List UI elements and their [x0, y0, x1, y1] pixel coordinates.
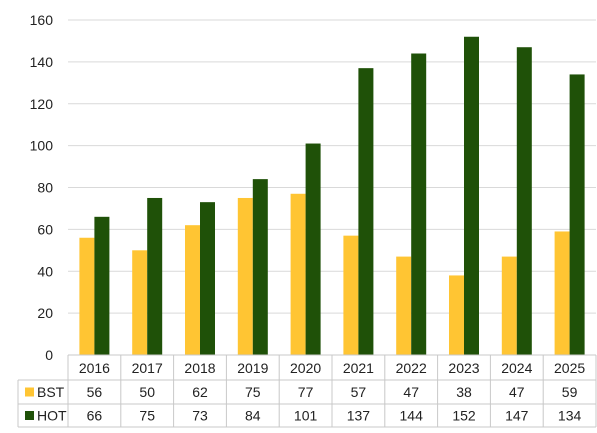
bar-hot-2023 — [464, 36, 479, 355]
legend-label-bst: BST — [37, 384, 65, 400]
bar-bst-2017 — [132, 250, 148, 355]
legend-label-hot: HOT — [37, 408, 67, 424]
bar-hot-2021 — [358, 68, 374, 355]
y-tick-label: 40 — [37, 263, 53, 279]
y-axis-ticks: 0 20 40 60 80 100 120 140 160 — [30, 12, 54, 363]
table-cell-bst: 57 — [351, 384, 367, 400]
table-cell-hot: 137 — [347, 408, 371, 424]
y-tick-label: 120 — [30, 96, 54, 112]
bar-bst-2021 — [343, 235, 359, 355]
table-cell-hot: 101 — [294, 408, 318, 424]
bar-hot-2016 — [94, 216, 110, 355]
bar-hot-2018 — [200, 202, 215, 355]
table-cell-hot: 144 — [400, 408, 424, 424]
table-cell-hot: 134 — [558, 408, 582, 424]
bar-bst-2022 — [396, 256, 412, 355]
bar-hot-2019 — [252, 179, 268, 355]
x-category-label: 2020 — [290, 360, 321, 376]
bar-bst-2018 — [185, 225, 200, 355]
bar-hot-2020 — [305, 143, 321, 355]
table-cell-bst: 75 — [245, 384, 261, 400]
x-category-label: 2018 — [184, 360, 215, 376]
y-tick-label: 140 — [30, 54, 54, 70]
table-cell-bst: 50 — [139, 384, 155, 400]
table-cell-bst: 77 — [298, 384, 314, 400]
table-cell-hot: 66 — [87, 408, 103, 424]
bar-bst-2016 — [79, 237, 95, 355]
x-category-label: 2021 — [343, 360, 374, 376]
bar-bst-2024 — [501, 256, 517, 355]
table-cell-hot: 152 — [452, 408, 476, 424]
table-cell-bst: 47 — [509, 384, 525, 400]
table-cell-hot: 73 — [192, 408, 208, 424]
table-cell-bst: 56 — [87, 384, 103, 400]
x-category-label: 2024 — [501, 360, 532, 376]
x-category-label: 2017 — [132, 360, 163, 376]
bars — [79, 36, 585, 355]
data-table: 2016 2017 2018 2019 2020 2021 2022 2023 2024 2025… — [17, 354, 597, 428]
table-cell-bst: 59 — [562, 384, 578, 400]
bar-bst-2020 — [290, 193, 306, 355]
x-category-label: 2023 — [448, 360, 479, 376]
table-cell-bst: 62 — [192, 384, 208, 400]
table-cell-bst: 47 — [403, 384, 419, 400]
legend-swatch-hot — [25, 411, 34, 420]
y-tick-label: 20 — [37, 305, 53, 321]
table-cell-hot: 147 — [505, 408, 529, 424]
table-cell-bst: 38 — [456, 384, 472, 400]
bar-bst-2025 — [554, 231, 570, 355]
bar-hot-2022 — [411, 53, 427, 355]
bar-hot-2025 — [569, 74, 585, 355]
table-cell-hot: 84 — [245, 408, 261, 424]
y-tick-label: 160 — [30, 12, 54, 28]
y-tick-label: 0 — [45, 347, 53, 363]
bar-hot-2024 — [516, 47, 532, 355]
table-cell-hot: 75 — [139, 408, 155, 424]
x-category-label: 2019 — [237, 360, 268, 376]
bar-bst-2023 — [449, 275, 464, 355]
x-category-label: 2016 — [79, 360, 110, 376]
bar-hot-2017 — [147, 197, 163, 355]
legend-swatch-bst — [25, 387, 34, 397]
x-category-label: 2025 — [554, 360, 585, 376]
bar-bst-2019 — [237, 197, 253, 355]
y-tick-label: 100 — [30, 138, 54, 154]
y-tick-label: 80 — [37, 180, 53, 196]
y-tick-label: 60 — [37, 221, 53, 237]
x-category-label: 2022 — [396, 360, 427, 376]
